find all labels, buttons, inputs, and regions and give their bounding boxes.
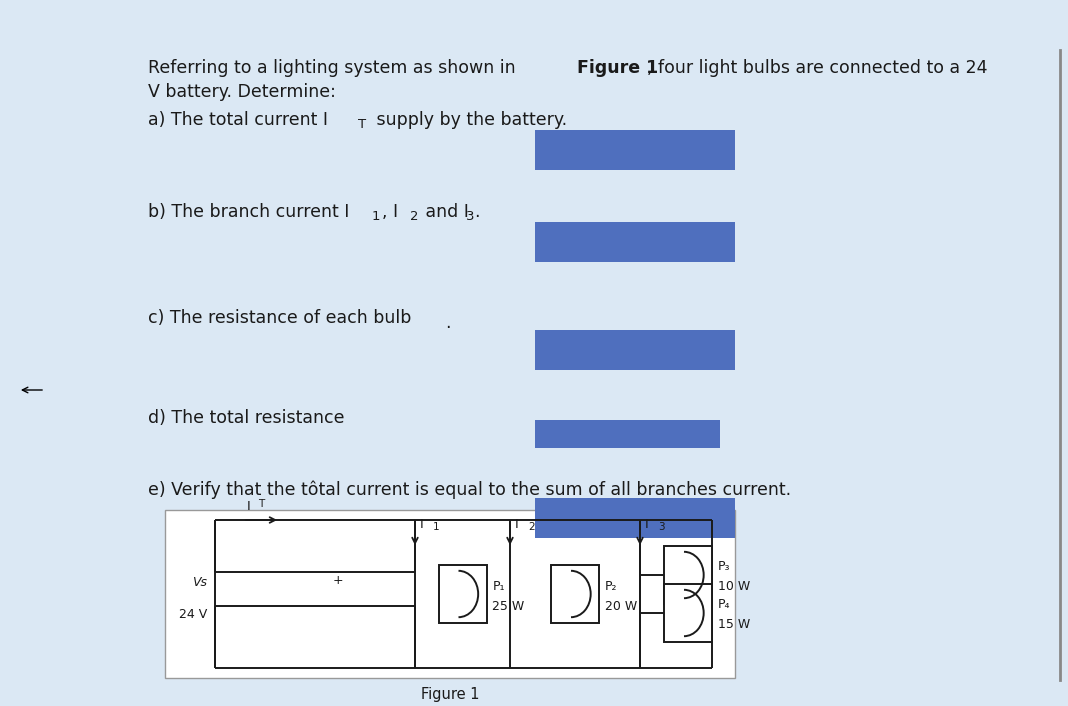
Bar	[664, 546, 712, 604]
Text: 24 V: 24 V	[178, 607, 207, 621]
Text: Figure 1: Figure 1	[421, 688, 480, 702]
Text: supply by the battery.: supply by the battery.	[371, 111, 567, 129]
Text: P₃: P₃	[718, 561, 731, 573]
Bar	[535, 130, 735, 170]
Text: and I: and I	[420, 203, 469, 221]
Bar	[535, 498, 735, 538]
Text: 1: 1	[372, 210, 380, 222]
Text: .: .	[474, 203, 480, 221]
Text: Figure 1: Figure 1	[577, 59, 658, 77]
Text: c) The resistance of each bulb: c) The resistance of each bulb	[148, 309, 411, 327]
Text: 20 W: 20 W	[604, 599, 638, 613]
Text: P₄: P₄	[718, 599, 731, 611]
Text: 25 W: 25 W	[492, 599, 524, 613]
Text: T: T	[258, 499, 264, 509]
Text: +: +	[333, 573, 344, 587]
Text: P₂: P₂	[604, 580, 617, 592]
Bar	[439, 565, 487, 623]
Bar	[535, 222, 735, 262]
Text: b) The branch current I: b) The branch current I	[148, 203, 349, 221]
Text: a) The total current I: a) The total current I	[148, 111, 328, 129]
Text: , I: , I	[382, 203, 398, 221]
Text: e) Verify that the tôtal current is equal to the sum of all branches current.: e) Verify that the tôtal current is equa…	[148, 481, 791, 499]
Text: Vs: Vs	[192, 575, 207, 589]
Text: 10 W: 10 W	[718, 580, 750, 594]
Text: 2: 2	[528, 522, 535, 532]
Bar	[551, 565, 599, 623]
Text: d) The total resistance: d) The total resistance	[148, 409, 345, 427]
Bar	[664, 584, 712, 642]
Text: 2: 2	[410, 210, 419, 222]
Text: 3: 3	[658, 522, 664, 532]
Text: .: .	[445, 314, 451, 332]
Bar	[535, 330, 735, 370]
Text: I: I	[247, 500, 251, 513]
Text: I: I	[420, 518, 424, 532]
Text: Referring to a lighting system as shown in: Referring to a lighting system as shown …	[148, 59, 521, 77]
Text: I: I	[515, 518, 519, 532]
Text: T: T	[358, 117, 366, 131]
Text: , four light bulbs are connected to a 24: , four light bulbs are connected to a 24	[647, 59, 988, 77]
Text: P₁: P₁	[492, 580, 505, 592]
Text: 15 W: 15 W	[718, 618, 750, 631]
Bar	[535, 420, 720, 448]
Bar	[120, 15, 1050, 685]
Text: 1: 1	[433, 522, 440, 532]
Text: V battery. Determine:: V battery. Determine:	[148, 83, 335, 101]
Bar	[164, 510, 735, 678]
Text: I: I	[645, 518, 648, 532]
Text: 3: 3	[466, 210, 474, 222]
